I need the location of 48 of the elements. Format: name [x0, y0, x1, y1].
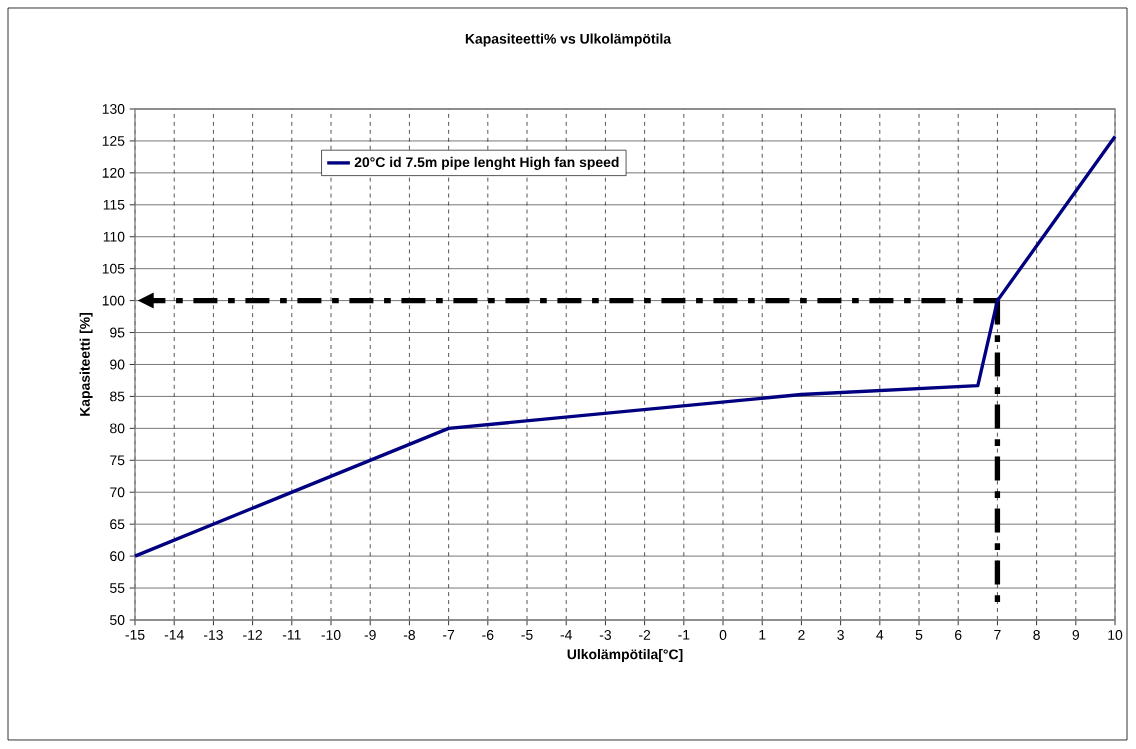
x-tick-label: -8	[403, 630, 415, 640]
x-tick-label: -14	[164, 630, 184, 640]
y-tick-label: 105	[102, 263, 125, 274]
x-tick-label: -7	[443, 630, 455, 640]
x-tick-label: 7	[994, 630, 1001, 640]
y-tick-label: 90	[110, 359, 125, 370]
y-tick-label: 65	[110, 519, 125, 530]
y-tick-label: 115	[103, 199, 125, 210]
x-tick-label: 1	[759, 630, 766, 640]
x-tick-label: -2	[639, 630, 651, 640]
y-axis-title: Kapasiteetti [%]	[79, 312, 93, 416]
y-tick-label: 60	[110, 551, 125, 562]
x-tick-label: -13	[203, 630, 223, 640]
y-tick-label: 95	[110, 327, 125, 338]
chart-title: Kapasiteetti% vs Ulkolämpötila	[465, 33, 672, 47]
y-tick-label: 80	[110, 423, 125, 434]
x-tick-label: 3	[837, 630, 844, 640]
x-tick-label: -12	[243, 630, 262, 640]
y-tick-label: 120	[102, 167, 125, 178]
x-tick-label: -9	[364, 630, 376, 640]
x-tick-label: 9	[1072, 630, 1080, 640]
x-tick-label: 10	[1108, 630, 1123, 640]
line-series	[133, 134, 1117, 558]
y-tick-label: 110	[103, 231, 125, 242]
y-tick-label: 125	[102, 136, 125, 146]
legend-label: 20°C id 7.5m pipe lenght High fan speed	[354, 156, 619, 170]
y-tick-label: 55	[110, 583, 125, 593]
x-tick-label: 2	[798, 630, 805, 640]
y-tick-label: 100	[102, 295, 125, 306]
x-tick-label: -1	[678, 630, 690, 640]
x-tick-label: -10	[321, 630, 341, 640]
x-tick-label: 0	[719, 630, 727, 640]
x-tick-label: 4	[876, 630, 884, 640]
y-tick-label: 70	[110, 487, 125, 498]
x-tick-label: -4	[560, 630, 572, 640]
x-tick-label: -3	[599, 630, 611, 640]
x-tick-label: -15	[125, 630, 145, 640]
y-tick-label: 75	[110, 455, 125, 466]
y-tick-label: 85	[110, 391, 125, 402]
x-tick-label: -5	[521, 630, 533, 640]
y-tick-label: 130	[102, 104, 125, 114]
x-tick-label: -6	[482, 630, 494, 640]
x-axis-title: Ulkolämpötila[°C]	[567, 649, 683, 663]
y-tick-label: 50	[110, 615, 125, 625]
x-tick-label: 6	[955, 630, 962, 640]
x-tick-label: 8	[1033, 630, 1040, 640]
x-tick-label: -11	[282, 630, 301, 640]
x-tick-label: 5	[915, 630, 923, 640]
